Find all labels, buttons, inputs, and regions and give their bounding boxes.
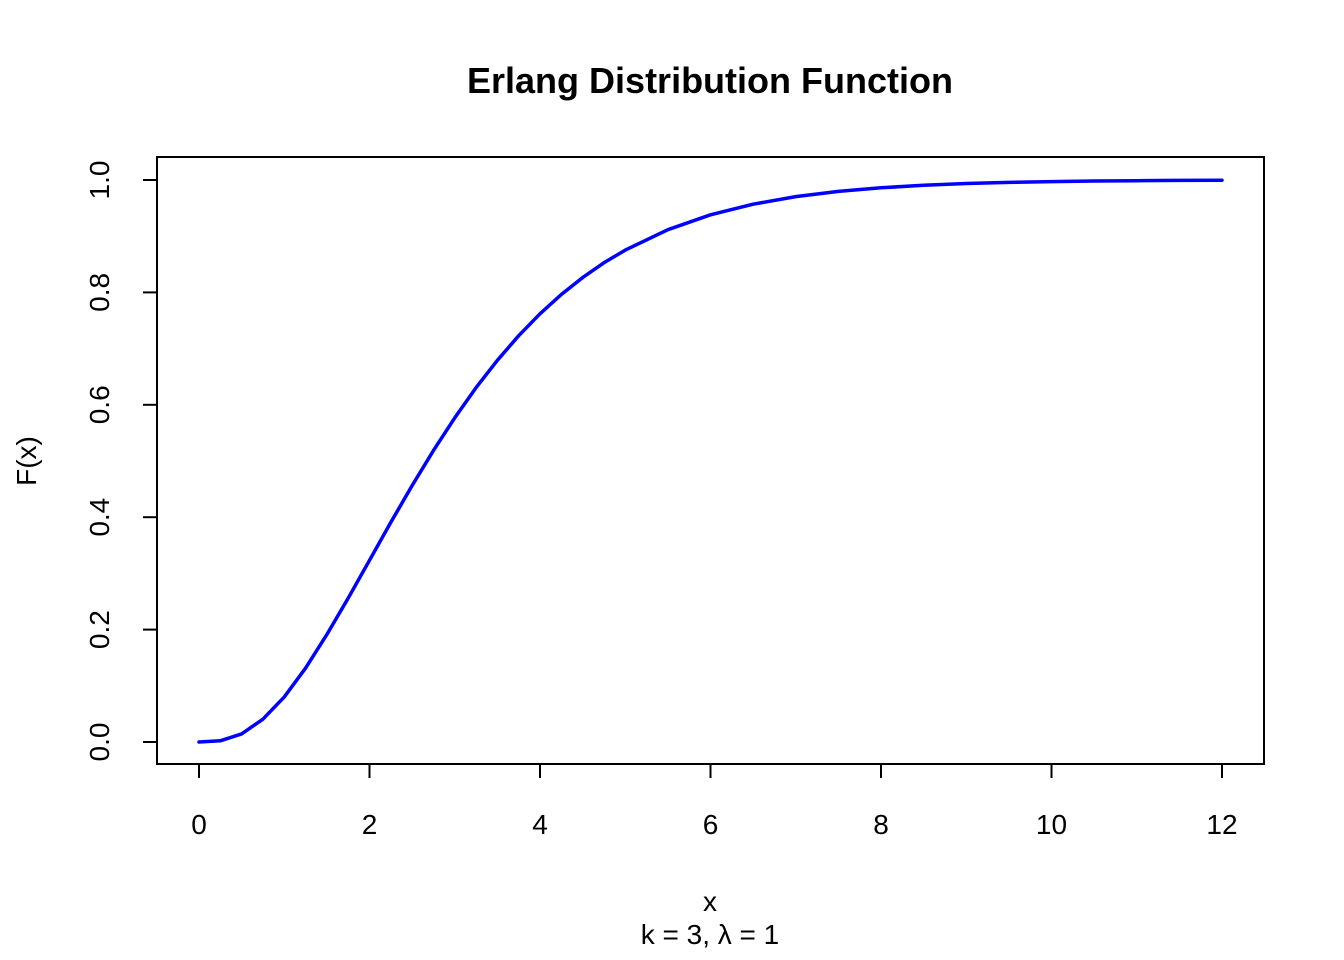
- chart-subtitle: k = 3, λ = 1: [641, 919, 780, 950]
- x-axis-label: x: [703, 886, 717, 917]
- x-tick-label: 0: [191, 809, 207, 840]
- erlang-cdf-line: [197, 178, 1224, 744]
- x-tick-label: 8: [873, 809, 889, 840]
- plot-frame: [156, 156, 1265, 765]
- y-tick-label: 0.8: [84, 273, 115, 312]
- y-tick-label: 1.0: [84, 161, 115, 200]
- y-tick-label: 0.4: [84, 498, 115, 537]
- x-tick-label: 2: [362, 809, 378, 840]
- y-tick-label: 0.0: [84, 723, 115, 762]
- x-tick-label: 6: [703, 809, 719, 840]
- y-tick-label: 0.6: [84, 385, 115, 424]
- x-tick-label: 4: [532, 809, 548, 840]
- x-tick-label: 12: [1206, 809, 1237, 840]
- x-axis: 0 2 4 6 8 10 12: [191, 763, 1238, 840]
- x-tick-label: 10: [1036, 809, 1067, 840]
- chart-title: Erlang Distribution Function: [467, 60, 953, 101]
- y-tick-label: 0.2: [84, 610, 115, 649]
- y-axis: 0.0 0.2 0.4 0.6 0.8 1.0: [84, 161, 158, 762]
- y-axis-label: F(x): [11, 436, 42, 486]
